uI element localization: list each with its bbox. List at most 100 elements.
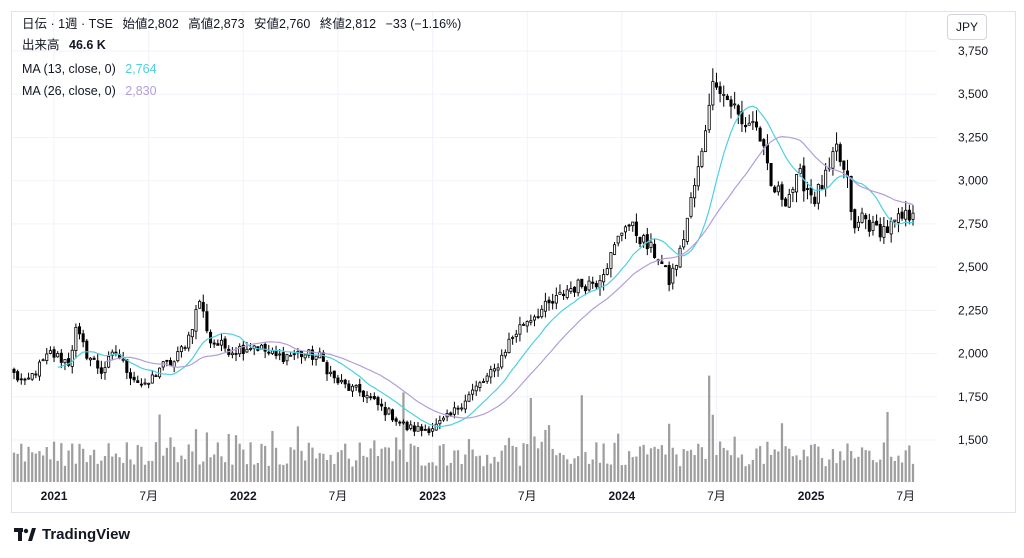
- volume-bar: [780, 423, 784, 482]
- candle-up: [795, 174, 799, 193]
- volume-bar: [274, 447, 278, 482]
- candle-down: [754, 121, 759, 128]
- volume-bar: [304, 460, 307, 482]
- chart-frame[interactable]: 1,500 1,750 2,000 2,250 2,500 2,750 3,000 3,250…: [11, 11, 1016, 513]
- candle-down: [405, 421, 409, 431]
- volume-bar: [828, 459, 831, 482]
- candlestick-chart[interactable]: 1,500 1,750 2,000 2,250 2,500 2,750 3,000 3,250…: [12, 12, 1015, 512]
- volume-bar: [63, 465, 67, 482]
- time-tick-label: 7月: [896, 489, 915, 503]
- volume-bar: [191, 451, 194, 482]
- candle-up: [532, 316, 536, 321]
- volume-bar: [540, 441, 543, 482]
- candle-up: [438, 420, 442, 425]
- volume-bar: [27, 446, 30, 482]
- candle-up: [616, 235, 620, 244]
- candle-down: [594, 283, 598, 288]
- volume-bar: [100, 460, 103, 482]
- candle-up: [492, 368, 496, 372]
- volume-bar: [253, 464, 256, 482]
- candle-down: [813, 196, 817, 205]
- volume-bar: [577, 456, 580, 482]
- time-tick-label: 2021: [41, 489, 68, 503]
- time-tick-label: 7月: [707, 489, 726, 503]
- volume-bar: [238, 443, 241, 482]
- volume-bar: [427, 462, 431, 482]
- candle-up: [194, 309, 198, 332]
- volume-bar: [515, 447, 518, 482]
- volume-bar: [92, 449, 96, 482]
- ma2-legend[interactable]: MA (26, close, 0) 2,830: [22, 82, 163, 100]
- candle-down: [139, 383, 143, 386]
- candle-up: [733, 103, 737, 106]
- candle-down: [154, 375, 158, 378]
- candle-down: [114, 351, 118, 354]
- candle-up: [576, 279, 580, 294]
- volume-bar: [140, 446, 143, 482]
- volume-bar: [820, 458, 824, 482]
- price-axis[interactable]: 1,500 1,750 2,000 2,250 2,500 2,750 3,000 3,250…: [958, 44, 988, 447]
- candle-up: [74, 326, 78, 351]
- candle-up: [121, 358, 125, 361]
- candle-up: [518, 324, 522, 335]
- candle-down: [125, 359, 129, 373]
- candle-up: [409, 424, 413, 429]
- volume-bar: [547, 425, 551, 482]
- volume-bar: [402, 392, 405, 482]
- candle-down: [736, 105, 740, 115]
- candle-up: [249, 348, 253, 350]
- candle-down: [780, 184, 784, 200]
- volume-bar: [355, 460, 358, 482]
- volume-bar: [693, 455, 696, 482]
- candle-up: [893, 219, 897, 222]
- candle-down: [223, 338, 227, 349]
- volume-bar: [609, 464, 613, 482]
- ma2-label: MA (26, close, 0): [22, 84, 116, 98]
- volume-bar: [20, 443, 23, 482]
- volume-bar: [868, 450, 871, 482]
- time-tick-label: 2023: [419, 489, 446, 503]
- volume-bar: [278, 464, 281, 482]
- volume-bar: [413, 445, 416, 482]
- candle-up: [314, 355, 318, 360]
- candle-up: [529, 320, 533, 323]
- candle-down: [547, 299, 551, 304]
- volume-bar: [395, 437, 398, 482]
- time-axis[interactable]: 2021 7月 2022 7月 2023 7月 2024 7月 2025 7月: [41, 489, 915, 503]
- ma1-legend[interactable]: MA (13, close, 0) 2,764: [22, 60, 163, 78]
- currency-button[interactable]: JPY: [947, 14, 987, 40]
- volume-bar: [566, 459, 569, 482]
- close-value: 2,812: [344, 17, 377, 31]
- candle-down: [212, 342, 216, 345]
- volume-bar: [333, 463, 336, 482]
- volume-bar: [475, 456, 478, 482]
- volume-bar: [103, 455, 107, 482]
- candle-up: [831, 151, 835, 169]
- volume-bar: [158, 414, 161, 482]
- volume-bar: [31, 452, 34, 482]
- candle-up: [540, 308, 544, 318]
- candle-up: [598, 279, 602, 289]
- candle-up: [70, 349, 74, 367]
- candle-up: [554, 295, 558, 304]
- volume-bar: [755, 448, 758, 482]
- tradingview-logo[interactable]: TradingView: [14, 526, 130, 543]
- volume-bar: [762, 463, 765, 482]
- candle-down: [128, 372, 132, 379]
- volume-bar: [49, 459, 52, 482]
- volume-bar: [198, 464, 201, 482]
- candle-up: [103, 367, 107, 374]
- time-tick-label: 2022: [230, 489, 257, 503]
- volume-bar: [744, 466, 747, 482]
- candle-up: [904, 209, 908, 220]
- candle-up: [198, 300, 202, 309]
- volume-bar: [202, 461, 205, 482]
- volume-bar: [671, 447, 674, 482]
- candle-down: [667, 265, 671, 285]
- candle-down: [725, 95, 729, 101]
- volume-bar: [678, 466, 682, 482]
- volume-bar: [322, 453, 325, 482]
- candle-down: [369, 396, 373, 399]
- candle-down: [136, 380, 140, 383]
- volume-legend: 出来高 46.6 K: [22, 36, 112, 54]
